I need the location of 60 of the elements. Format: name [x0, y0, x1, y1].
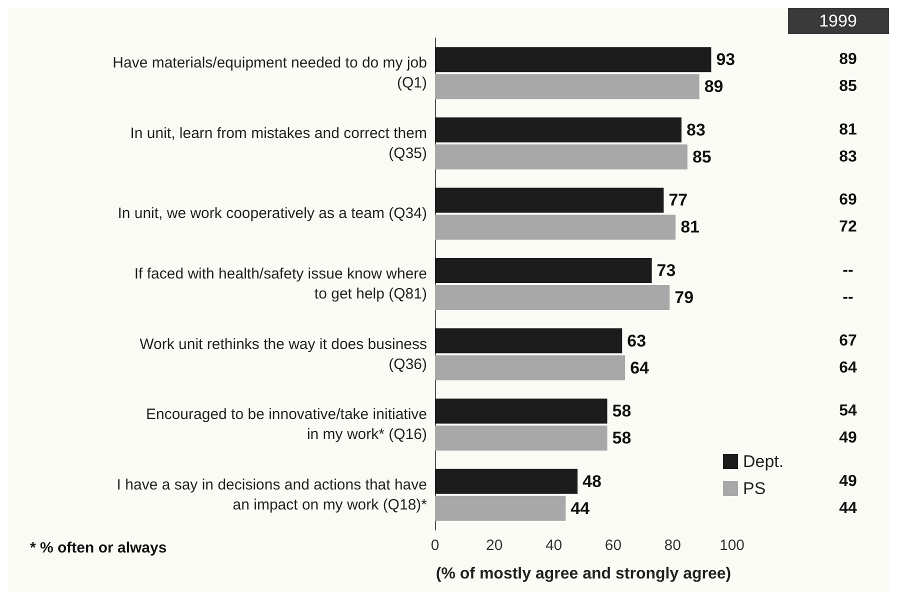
- text: 85: [839, 78, 857, 96]
- bar: [435, 47, 712, 72]
- bar: [435, 117, 682, 142]
- x-tick-label: 100: [719, 537, 745, 554]
- data-label: 93: [716, 50, 736, 70]
- bar: [435, 144, 688, 170]
- text: 54: [839, 402, 857, 420]
- text: 81: [839, 121, 857, 138]
- data-label: 63: [627, 331, 646, 350]
- data-label: 79: [674, 288, 694, 308]
- text: --: [842, 262, 854, 279]
- x-axis-title: (% of mostly agree and strongly agree): [436, 566, 732, 582]
- bar: [435, 188, 664, 213]
- bar: [435, 426, 608, 451]
- data-label: 77: [668, 190, 688, 210]
- x-tick-label: 80: [664, 537, 681, 554]
- bar: [435, 328, 622, 354]
- bar: [435, 258, 652, 283]
- bar: [435, 214, 676, 240]
- bar: [435, 496, 566, 521]
- data-label: 44: [570, 498, 590, 518]
- bar: [435, 355, 626, 380]
- x-tick-label: 40: [545, 537, 562, 554]
- text: 49: [839, 472, 857, 490]
- y-tick-label: In unit, we work cooperatively as a team (Q34): [118, 205, 427, 222]
- legend-label: PS: [743, 479, 766, 498]
- bar: [435, 285, 670, 310]
- data-label: 58: [612, 428, 632, 448]
- y-tick-label: I have a say in decisions and actions that have an impact on my work (Q18)*: [116, 476, 428, 514]
- data-label: 64: [630, 358, 650, 378]
- bar: [435, 468, 578, 494]
- x-tick-label: 20: [486, 537, 503, 554]
- legend-label: Dept.: [743, 452, 784, 471]
- data-label: 89: [704, 77, 724, 96]
- y-tick-label: Encouraged to be innovative/take initiative in my work* (Q16): [146, 406, 427, 444]
- bar: [435, 398, 608, 424]
- data-label: 73: [656, 260, 676, 280]
- x-tick-label: 0: [430, 537, 440, 554]
- text: 67: [839, 332, 857, 350]
- text: 1999: [819, 12, 857, 30]
- text: --: [842, 289, 854, 306]
- text: 69: [839, 192, 857, 209]
- y-tick-label: In unit, learn from mistakes and correct them (Q35): [130, 124, 428, 162]
- data-label: 58: [612, 402, 632, 421]
- y-tick-label: If faced with health/safety issue know where to get help (Q81): [134, 266, 427, 302]
- text: * % often or always: [30, 540, 167, 556]
- text: 83: [839, 148, 857, 166]
- text: 44: [839, 500, 857, 517]
- text: 64: [839, 359, 857, 376]
- data-label: 81: [680, 218, 700, 237]
- text: 49: [839, 430, 857, 447]
- y-tick-label: Have materials/equipment needed to do my job (Q1): [112, 54, 428, 92]
- data-label: 48: [582, 472, 602, 491]
- bar: [435, 74, 700, 100]
- data-label: 85: [692, 147, 712, 166]
- text: 89: [839, 51, 857, 68]
- data-label: 83: [686, 120, 706, 140]
- x-tick-label: 60: [604, 537, 622, 554]
- y-tick-label: Work unit rethinks the way it does business (Q36): [140, 336, 428, 373]
- text: 72: [839, 218, 857, 236]
